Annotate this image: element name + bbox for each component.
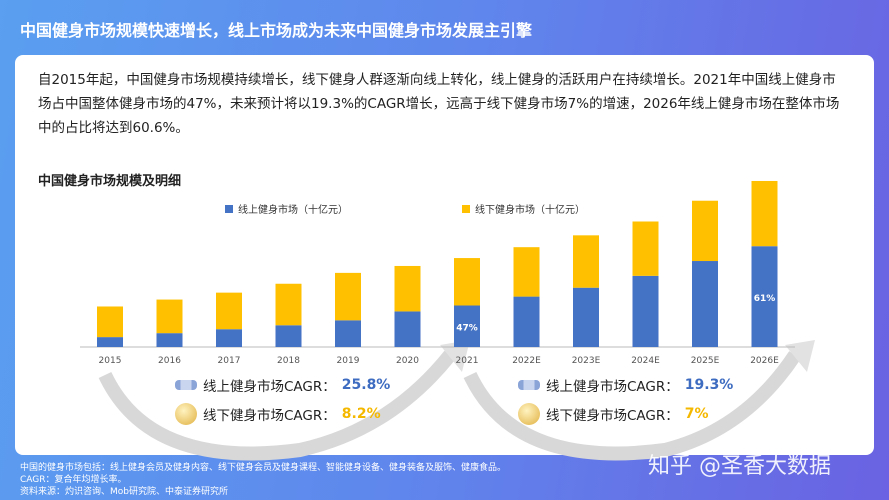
bar-online (97, 337, 123, 347)
bar-offline (573, 235, 599, 288)
bar-offline (216, 292, 242, 330)
dumbbell-icon (175, 380, 197, 390)
x-tick-label: 2015 (99, 356, 122, 366)
bar-offline (454, 258, 480, 306)
bar-offline (275, 283, 302, 326)
share-label: 61% (754, 294, 776, 304)
intro-text: 自2015年起，中国健身市场规模持续增长，线下健身人群逐渐向线上转化，线上健身的… (38, 72, 840, 136)
share-label: 47% (456, 323, 478, 333)
bar-online (692, 261, 718, 347)
bar-online (156, 333, 183, 347)
bar-offline (632, 221, 659, 276)
footnote-2: CAGR：复合年均增长率。 (20, 475, 127, 485)
x-tick-label: 2025E (691, 356, 720, 366)
legend-offline: 线下健身市场（十亿元） (475, 203, 585, 216)
cagr-label: 线下健身市场CAGR： (546, 408, 679, 424)
cagr-label: 线下健身市场CAGR： (203, 408, 336, 424)
chart-title: 中国健身市场规模及明细 (38, 174, 182, 189)
bar-online (513, 296, 540, 347)
ball-icon (518, 403, 540, 425)
legend-swatch-offline (462, 205, 470, 213)
x-tick-label: 2022E (512, 356, 541, 366)
content-card (15, 55, 874, 455)
x-tick-label: 2024E (631, 356, 660, 366)
legend-online: 线上健身市场（十亿元） (238, 203, 348, 216)
bar-online (751, 246, 778, 347)
cagr-value: 8.2% (341, 406, 381, 422)
bar-online (454, 305, 480, 347)
arrow-right (463, 351, 801, 461)
bar-offline (513, 247, 540, 297)
footnote-3: 资料来源：灼识咨询、Mob研究院、中泰证券研究所 (20, 487, 228, 497)
x-tick-label: 2023E (572, 356, 601, 366)
bar-online (394, 311, 421, 347)
bar-offline (692, 200, 718, 262)
x-tick-label: 2019 (337, 356, 360, 366)
x-tick-label: 2020 (396, 356, 419, 366)
bar-online (216, 329, 242, 347)
bar-online (275, 325, 302, 347)
bar-online (632, 275, 659, 347)
bar-offline (751, 180, 778, 247)
ball-icon (175, 403, 197, 425)
arrow-head-right (785, 340, 815, 372)
cagr-left-online: 线上健身市场CAGR： 25.8% (175, 375, 390, 395)
page-title: 中国健身市场规模快速增长，线上市场成为未来中国健身市场发展主引擎 (20, 21, 533, 40)
bar-offline (97, 306, 123, 338)
arrow-head-left (440, 340, 470, 372)
arrow-left (98, 350, 456, 461)
cagr-right-online: 线上健身市场CAGR： 19.3% (518, 375, 733, 395)
cagr-value: 19.3% (684, 377, 734, 393)
bar-offline (394, 265, 421, 312)
x-tick-label: 2017 (218, 356, 241, 366)
watermark: 知乎 @圣香大数据 (648, 454, 831, 479)
cagr-label: 线上健身市场CAGR： (203, 379, 336, 395)
legend-swatch-online (225, 205, 233, 213)
x-tick-label: 2026E (750, 356, 779, 366)
cagr-value: 7% (684, 406, 709, 422)
x-tick-label: 2021 (456, 356, 479, 366)
bar-offline (156, 299, 183, 334)
footnote-1: 中国的健身市场包括：线上健身会员及健身内容、线下健身会员及健身课程、智能健身设备… (20, 463, 507, 473)
bar-online (573, 287, 599, 347)
cagr-value: 25.8% (341, 377, 391, 393)
cagr-left-offline: 线下健身市场CAGR： 8.2% (175, 403, 381, 425)
dumbbell-icon (518, 380, 540, 390)
bar-offline (335, 272, 361, 321)
cagr-label: 线上健身市场CAGR： (546, 379, 679, 395)
x-tick-label: 2018 (277, 356, 300, 366)
bar-online (335, 320, 361, 347)
x-tick-label: 2016 (158, 356, 181, 366)
cagr-right-offline: 线下健身市场CAGR： 7% (518, 403, 709, 425)
